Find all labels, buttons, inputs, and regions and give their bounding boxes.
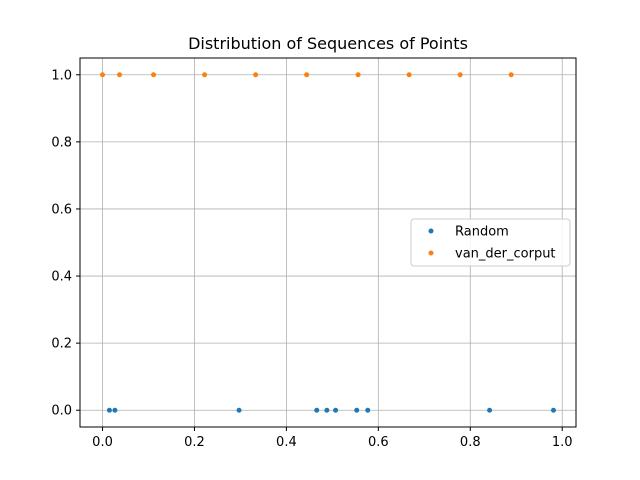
data-point: [100, 72, 106, 78]
x-tick-label: 0.4: [276, 435, 297, 450]
y-tick-label: 0.0: [51, 404, 72, 419]
plot-frame: [79, 57, 577, 428]
data-point: [550, 407, 556, 413]
y-tick-label: 1.0: [51, 68, 72, 83]
series-van-der-corput: [100, 72, 514, 78]
data-point: [106, 407, 112, 413]
legend-label: Random: [455, 225, 509, 240]
y-tick-label: 0.8: [51, 135, 72, 150]
data-point: [304, 72, 310, 78]
data-point: [117, 72, 123, 78]
legend-marker: [428, 250, 434, 256]
data-point: [457, 72, 463, 78]
data-point: [151, 72, 157, 78]
grid-lines: [80, 58, 576, 427]
x-tick-label: 0.6: [368, 435, 389, 450]
data-point: [333, 407, 339, 413]
x-tick-label: 0.8: [460, 435, 481, 450]
data-point: [354, 407, 360, 413]
legend-marker: [428, 228, 434, 234]
legend-label: van_der_corput: [455, 247, 556, 262]
data-point: [253, 72, 259, 78]
data-point: [202, 72, 208, 78]
legend-box: [410, 218, 571, 267]
series-random: [106, 407, 556, 413]
data-point: [508, 72, 514, 78]
y-tick-label: 0.2: [51, 337, 72, 352]
axes: 0.0 0.2 0.4 0.6 0.8 1.0 0.0 0.2 0.4 0.6 0.8 1.0: [51, 57, 577, 450]
chart-title: Distribution of Sequences of Points: [188, 34, 468, 53]
x-tick-label: 1.0: [552, 435, 573, 450]
y-tick-label: 0.6: [51, 202, 72, 217]
data-point: [487, 407, 493, 413]
data-point: [236, 407, 242, 413]
data-point: [406, 72, 412, 78]
data-point: [314, 407, 320, 413]
data-point: [365, 407, 371, 413]
x-tick-label: 0.0: [92, 435, 113, 450]
data-points: [100, 72, 556, 413]
legend: Random van_der_corput: [410, 218, 571, 267]
data-point: [355, 72, 361, 78]
y-tick-label: 0.4: [51, 270, 72, 285]
data-point: [112, 407, 118, 413]
x-tick-label: 0.2: [184, 435, 205, 450]
data-point: [324, 407, 330, 413]
